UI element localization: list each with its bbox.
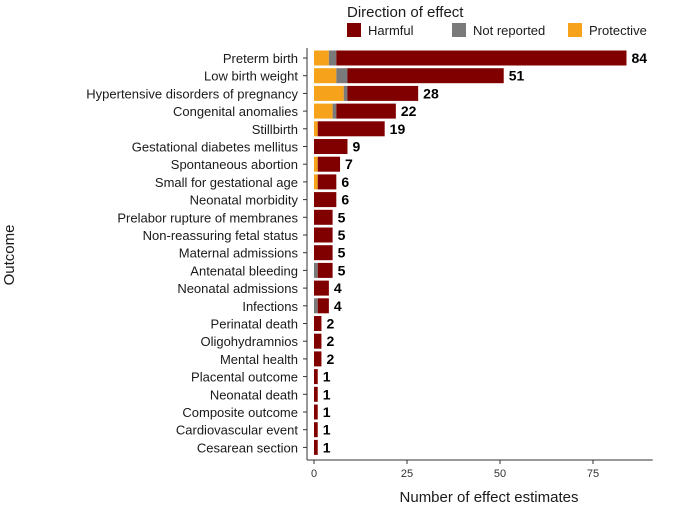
bar-stillbirth-harmful (317, 121, 385, 137)
bar-small-for-gestational-age-harmful (317, 174, 337, 190)
category-label-composite-outcome: Composite outcome (182, 405, 298, 420)
x-tick-label-75: 75 (587, 468, 599, 480)
bar-preterm-birth-not-reported (328, 50, 337, 66)
bar-maternal-admissions-harmful (314, 245, 333, 261)
total-label-small-for-gestational-age: 6 (341, 174, 349, 190)
category-label-cardiovascular-event: Cardiovascular event (176, 423, 299, 438)
bar-hypertensive-disorders-of-pregnancy-harmful (347, 85, 419, 101)
total-label-infections: 4 (334, 298, 342, 314)
total-label-oligohydramnios: 2 (326, 333, 334, 349)
bar-preterm-birth-harmful (336, 50, 627, 66)
bar-hypertensive-disorders-of-pregnancy-not-reported (343, 85, 348, 101)
category-label-perinatal-death: Perinatal death (211, 317, 298, 332)
total-label-neonatal-death: 1 (323, 386, 331, 402)
category-label-spontaneous-abortion: Spontaneous abortion (171, 157, 298, 172)
category-label-mental-health: Mental health (220, 352, 298, 367)
total-label-cardiovascular-event: 1 (323, 422, 331, 438)
category-label-oligohydramnios: Oligohydramnios (200, 334, 298, 349)
bar-gestational-diabetes-mellitus-harmful (314, 139, 348, 154)
total-label-congenital-anomalies: 22 (401, 103, 417, 119)
total-label-stillbirth: 19 (390, 121, 406, 137)
category-label-non-reassuring-fetal-status: Non-reassuring fetal status (143, 228, 299, 243)
bar-infections-harmful (317, 298, 329, 314)
total-label-hypertensive-disorders-of-pregnancy: 28 (423, 85, 439, 101)
total-label-non-reassuring-fetal-status: 5 (338, 227, 346, 243)
category-label-neonatal-morbidity: Neonatal morbidity (190, 193, 299, 208)
bar-neonatal-morbidity-harmful (314, 192, 337, 208)
bar-hypertensive-disorders-of-pregnancy-protective (314, 85, 344, 101)
bar-mental-health-harmful (314, 351, 322, 367)
bar-congenital-anomalies-harmful (336, 103, 396, 119)
legend-label-harmful: Harmful (368, 23, 414, 38)
bar-placental-outcome-harmful (314, 369, 318, 385)
total-label-spontaneous-abortion: 7 (345, 156, 353, 172)
total-label-placental-outcome: 1 (323, 369, 331, 385)
total-label-prelabor-rupture-of-membranes: 5 (338, 209, 346, 225)
bar-infections-not-reported (314, 298, 318, 314)
legend-swatch-protective (568, 23, 582, 37)
bar-preterm-birth-protective (314, 50, 329, 66)
bar-low-birth-weight-protective (314, 68, 337, 84)
x-tick-label-25: 25 (401, 468, 413, 480)
bar-perinatal-death-harmful (314, 316, 322, 331)
category-label-maternal-admissions: Maternal admissions (179, 246, 299, 261)
total-label-cesarean-section: 1 (323, 439, 331, 455)
category-label-neonatal-admissions: Neonatal admissions (177, 281, 298, 296)
bar-non-reassuring-fetal-status-harmful (314, 227, 333, 243)
category-label-hypertensive-disorders-of-pregnancy: Hypertensive disorders of pregnancy (86, 86, 298, 101)
bar-neonatal-death-harmful (314, 386, 318, 402)
legend-title: Direction of effect (347, 4, 464, 21)
category-label-low-birth-weight: Low birth weight (204, 69, 298, 84)
legend-swatch-not-reported (452, 23, 466, 37)
category-label-small-for-gestational-age: Small for gestational age (155, 175, 298, 190)
total-label-mental-health: 2 (326, 351, 334, 367)
total-label-composite-outcome: 1 (323, 404, 331, 420)
bar-antenatal-bleeding-not-reported (314, 262, 318, 278)
y-axis-title: Outcome (1, 225, 18, 286)
legend-label-not-reported: Not reported (473, 23, 545, 38)
total-label-preterm-birth: 84 (631, 50, 647, 66)
bar-cesarean-section-harmful (314, 439, 318, 455)
total-label-maternal-admissions: 5 (338, 245, 346, 261)
category-label-neonatal-death: Neonatal death (210, 387, 298, 402)
category-label-preterm-birth: Preterm birth (223, 51, 298, 66)
bar-congenital-anomalies-protective (314, 103, 333, 119)
x-tick-label-0: 0 (311, 468, 317, 480)
bar-congenital-anomalies-not-reported (332, 103, 337, 119)
category-label-placental-outcome: Placental outcome (191, 370, 298, 385)
bar-oligohydramnios-harmful (314, 333, 322, 349)
category-label-gestational-diabetes-mellitus: Gestational diabetes mellitus (132, 140, 299, 155)
category-label-cesarean-section: Cesarean section (197, 440, 298, 455)
bar-spontaneous-abortion-protective (314, 156, 318, 172)
x-axis-title: Number of effect estimates (400, 489, 579, 506)
bar-low-birth-weight-not-reported (336, 68, 348, 84)
x-tick-label-50: 50 (494, 468, 506, 480)
legend-label-protective: Protective (589, 23, 647, 38)
bar-small-for-gestational-age-protective (314, 174, 318, 190)
total-label-perinatal-death: 2 (326, 316, 334, 332)
bar-cardiovascular-event-harmful (314, 422, 318, 438)
category-label-stillbirth: Stillbirth (252, 122, 298, 137)
bar-prelabor-rupture-of-membranes-harmful (314, 209, 333, 225)
category-label-antenatal-bleeding: Antenatal bleeding (190, 263, 298, 278)
bar-antenatal-bleeding-harmful (317, 262, 333, 278)
bar-neonatal-admissions-harmful (314, 280, 329, 296)
total-label-low-birth-weight: 51 (509, 68, 525, 84)
legend: Direction of effect Harmful Not reported P… (347, 4, 647, 38)
bar-stillbirth-protective (314, 121, 318, 137)
legend-swatch-harmful (347, 23, 361, 37)
bar-spontaneous-abortion-harmful (317, 156, 341, 172)
bar-composite-outcome-harmful (314, 404, 318, 420)
total-label-neonatal-admissions: 4 (334, 280, 342, 296)
category-label-infections: Infections (242, 299, 298, 314)
category-label-congenital-anomalies: Congenital anomalies (173, 104, 299, 119)
category-label-prelabor-rupture-of-membranes: Prelabor rupture of membranes (117, 210, 298, 225)
total-label-antenatal-bleeding: 5 (338, 262, 346, 278)
bar-low-birth-weight-harmful (347, 68, 504, 84)
total-label-neonatal-morbidity: 6 (341, 192, 349, 208)
total-label-gestational-diabetes-mellitus: 9 (352, 139, 360, 155)
